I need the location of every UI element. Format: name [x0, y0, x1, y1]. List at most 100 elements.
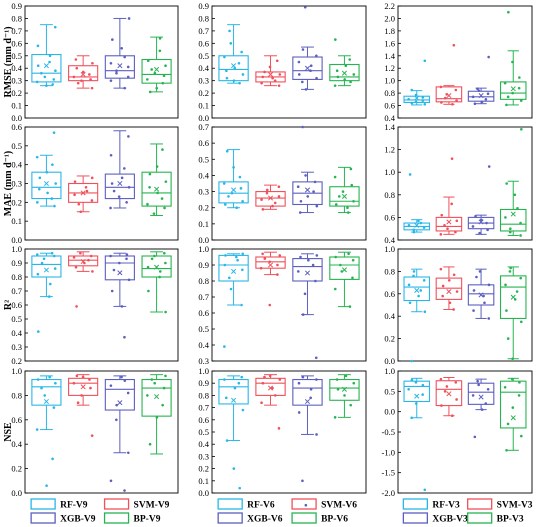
panel-mae-v9-xgb-point: [117, 195, 121, 198]
panel-mae-v9-rf-point: [45, 170, 49, 174]
legend-label-xgb-v9: XGB-V9: [60, 515, 96, 525]
panel-mae-v6-ytick-label: 0.0: [198, 235, 209, 245]
panel-r2-v9-rf-point: [48, 282, 52, 286]
panel-mae-v9-xgb-point: [127, 135, 130, 138]
panel-mae-v9-rf-point: [38, 187, 41, 191]
panel-rmse-v9-bp-point: [150, 68, 153, 71]
panel-nse-v3-rf-mean-marker: [414, 393, 420, 399]
panel-rmse-v6-rf-point: [233, 66, 237, 70]
panel-nse-v3-bp-point: [518, 381, 521, 384]
panel-rmse-v6-ytick-label: 0.3: [198, 76, 209, 86]
panel-mae-v3-svm-point: [450, 202, 453, 206]
panel-nse-v6-bp-point: [349, 403, 353, 407]
panel-mae-v9-ytick-label: 0.3: [11, 179, 22, 189]
panel-rmse-v3-ytick-label: 1.4: [384, 51, 395, 61]
panel-mae-v9-bp-point: [164, 180, 168, 183]
panel-r2-v9-svm-point: [79, 251, 82, 255]
panel-nse-v9-ytick-label: 0.4: [11, 439, 22, 449]
panel-r2-v6-svm-point: [263, 257, 267, 260]
panel-mae-v9-rf-point: [46, 191, 49, 195]
panel-mae-v3-rf-point: [419, 221, 423, 225]
panel-r2-v3-svm-point: [441, 284, 445, 288]
panel-r2-v3-bp-point: [504, 283, 507, 287]
panel-mae-v6-bp-point: [350, 183, 354, 187]
panel-rmse-v9-rf-point: [35, 80, 39, 84]
panel-r2-v3-rf-point: [412, 270, 416, 273]
panel-nse-v9-rf-point: [43, 394, 46, 397]
panel-mae-v3-rf-point: [408, 173, 412, 176]
panel-nse-v9-bp-point: [155, 416, 159, 419]
panel-rmse-v3-bp-mean-marker: [510, 86, 516, 92]
panel-mae-v9-xgb-point: [109, 153, 113, 157]
panel-nse-v6-svm-point: [273, 394, 277, 397]
panel-nse-v3-rf-point: [407, 388, 410, 391]
panel-rmse-v9-frame: [24, 5, 179, 119]
panel-rmse-v9-ytick-label: 0.4: [11, 63, 22, 73]
panel-rmse-v9-svm-box: [68, 65, 99, 82]
panel-mae-v6-bp-mean-marker: [341, 193, 347, 199]
panel-mae-v9-ylabel: MAE (mm d⁻¹): [3, 151, 14, 217]
panel-nse-v9-xgb-box: [104, 378, 135, 411]
panel-rmse-v9-bp-point: [158, 37, 162, 40]
panel-rmse-v6-bp-point: [333, 84, 337, 87]
panel-rmse-v9-rf-point: [45, 84, 48, 87]
panel-r2-v9-rf-point: [53, 267, 57, 270]
panel-rmse-v9-svm-point: [89, 78, 92, 81]
panel-rmse-v9-xgb-point: [126, 75, 130, 79]
panel-nse-v6-ytick-label: 0.5: [198, 427, 209, 437]
panel-r2-v9-bp-point: [147, 289, 150, 293]
panel-rmse-v3-xgb-point: [484, 98, 488, 101]
panel-rmse-v9-ytick-label: 0.2: [11, 88, 22, 98]
panel-rmse-v9-xgb-point: [120, 47, 124, 50]
panel-rmse-v9-xgb-point: [126, 65, 130, 69]
panel-rmse-v9-bp-point: [162, 74, 166, 77]
panel-mae-v9-bp-point: [155, 165, 159, 168]
panel-rmse-v3-xgb-point: [476, 87, 479, 91]
panel-nse-v6-bp-box: [329, 378, 360, 401]
panel-rmse-v6-svm-point: [271, 76, 274, 80]
panel-rmse-v3-bp-point: [511, 60, 514, 64]
panel-rmse-v6-xgb-point: [297, 60, 301, 64]
panel-rmse-v6-svm-point: [273, 79, 277, 82]
panel-rmse-v9-bp-point: [148, 90, 152, 94]
panel-mae-v6-ytick-label: 0.1: [198, 219, 209, 229]
panel-rmse-v9-ytick-label: 0.1: [11, 101, 22, 111]
panel-mae-v9-svm-mean-marker: [80, 190, 86, 196]
panel-nse-v6-svm-point: [277, 427, 281, 430]
panel-rmse-v9-ytick-label: 0.3: [11, 76, 22, 86]
panel-mae-v6-xgb-point: [296, 185, 300, 189]
panel-mae-v3-bp-point: [513, 193, 517, 197]
panel-nse-v9-bp-point: [153, 381, 156, 385]
panel-r2-v9-ytick-label: 1.0: [11, 244, 22, 254]
panel-nse-v6-xgb-point: [315, 433, 318, 436]
panel-nse-v6-xgb-point: [297, 381, 301, 385]
panel-mae-v3-bp-point: [519, 221, 522, 225]
panel-mae-v6-xgb-point: [299, 199, 303, 203]
panel-rmse-v6-xgb-box: [292, 56, 323, 80]
panel-mae-v6-bp-point: [349, 167, 353, 171]
panel-nse-v3-svm-point: [445, 385, 449, 388]
panel-mae-v9-xgb-point: [110, 182, 114, 185]
panel-nse-v9-ytick-label: 0.0: [11, 488, 22, 498]
panel-rmse-v9-bp-point: [146, 59, 150, 63]
panel-mae-v6-svm-point: [277, 185, 281, 189]
panel-mae-v6-rf-point: [223, 203, 227, 206]
panel-rmse-v3-xgb-point: [486, 92, 490, 96]
panel-rmse-v9-xgb-point: [115, 69, 118, 73]
panel-r2-v9-rf-point: [35, 253, 39, 256]
panel-mae-v6-xgb-point: [312, 190, 315, 193]
panel-r2-v6-rf-point: [229, 287, 233, 291]
panel-nse-v3-bp-point: [505, 449, 508, 452]
panel-rmse-v3-svm-box: [435, 86, 463, 103]
legend-swatch-bp-v3: [467, 512, 493, 524]
panel-r2-v9-rf-point: [40, 261, 44, 265]
panel-rmse-v3-bp-point: [507, 10, 510, 14]
panel-rmse-v3-xgb-mean-marker: [478, 93, 484, 99]
panel-mae-v9-bp-point: [146, 202, 149, 206]
panel-r2-v9-rf-point: [52, 254, 56, 258]
panel-r2-v9-svm-point: [91, 270, 94, 273]
panel-mae-v3-svm-point: [455, 219, 459, 223]
panel-r2-v6-rf-point: [228, 276, 231, 280]
panel-nse-v3-rf-point: [414, 402, 418, 405]
panel-rmse-v3-ytick-label: 1.2: [384, 63, 395, 73]
